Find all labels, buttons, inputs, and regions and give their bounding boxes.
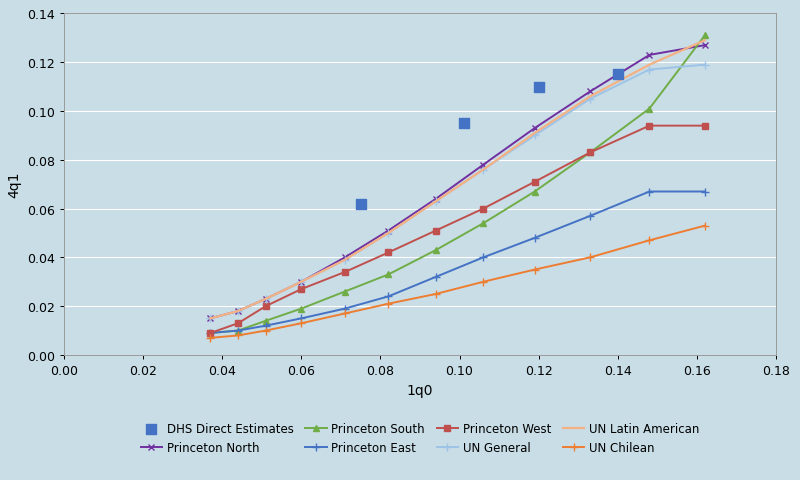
Princeton East: [261, 323, 270, 329]
Princeton South: [206, 330, 215, 336]
Princeton East: [478, 255, 488, 261]
Princeton West: [530, 180, 539, 185]
Line: Princeton North: Princeton North: [207, 43, 708, 322]
UN Chilean: [297, 321, 306, 326]
UN General: [206, 316, 215, 322]
UN General: [645, 68, 654, 73]
UN Latin American: [645, 63, 654, 69]
Princeton North: [383, 228, 393, 234]
Princeton West: [700, 123, 710, 129]
Princeton South: [478, 221, 488, 227]
Princeton South: [530, 189, 539, 195]
Princeton East: [645, 189, 654, 195]
DHS Direct Estimates: [354, 201, 367, 208]
UN Chilean: [431, 291, 441, 297]
Line: UN General: UN General: [206, 61, 709, 323]
UN Chilean: [586, 255, 595, 261]
UN Latin American: [206, 316, 215, 322]
Princeton South: [383, 272, 393, 278]
Princeton East: [297, 316, 306, 322]
UN Latin American: [431, 199, 441, 205]
Princeton North: [431, 196, 441, 202]
Princeton East: [234, 328, 243, 334]
Princeton East: [431, 275, 441, 280]
Princeton South: [340, 289, 350, 295]
UN Chilean: [700, 223, 710, 229]
Princeton North: [478, 162, 488, 168]
UN Chilean: [645, 238, 654, 244]
Line: Princeton East: Princeton East: [206, 188, 709, 337]
Princeton North: [530, 126, 539, 132]
Princeton West: [586, 150, 595, 156]
UN General: [478, 168, 488, 173]
UN Latin American: [297, 279, 306, 285]
Princeton East: [383, 294, 393, 300]
Princeton West: [297, 287, 306, 292]
Princeton North: [206, 316, 215, 322]
Princeton West: [431, 228, 441, 234]
Princeton West: [645, 123, 654, 129]
UN General: [700, 63, 710, 69]
UN General: [586, 97, 595, 103]
Princeton South: [586, 150, 595, 156]
UN Chilean: [478, 279, 488, 285]
Line: UN Chilean: UN Chilean: [206, 222, 709, 342]
UN General: [340, 257, 350, 263]
UN Chilean: [340, 311, 350, 317]
Princeton East: [700, 189, 710, 195]
UN Chilean: [261, 328, 270, 334]
DHS Direct Estimates: [532, 84, 545, 91]
Princeton South: [431, 248, 441, 253]
Princeton East: [340, 306, 350, 312]
X-axis label: 1q0: 1q0: [406, 383, 434, 396]
UN Chilean: [206, 335, 215, 341]
Princeton East: [530, 236, 539, 241]
UN Chilean: [383, 301, 393, 307]
Line: UN Latin American: UN Latin American: [210, 41, 705, 319]
Princeton North: [700, 43, 710, 49]
UN General: [261, 296, 270, 302]
Y-axis label: 4q1: 4q1: [7, 171, 22, 198]
UN Latin American: [586, 94, 595, 100]
UN Chilean: [234, 333, 243, 338]
UN General: [297, 279, 306, 285]
Legend: DHS Direct Estimates, Princeton North, Princeton South, Princeton East, Princeto: DHS Direct Estimates, Princeton North, P…: [141, 422, 699, 454]
Princeton East: [586, 214, 595, 219]
UN General: [431, 199, 441, 205]
Princeton West: [206, 330, 215, 336]
UN Latin American: [234, 309, 243, 314]
DHS Direct Estimates: [457, 120, 470, 128]
Princeton West: [261, 304, 270, 310]
Princeton West: [340, 270, 350, 276]
UN Latin American: [383, 230, 393, 236]
Princeton North: [645, 53, 654, 59]
UN Latin American: [340, 257, 350, 263]
Princeton North: [234, 309, 243, 314]
Princeton South: [261, 318, 270, 324]
Line: Princeton West: Princeton West: [207, 124, 707, 336]
UN General: [383, 230, 393, 236]
UN General: [234, 309, 243, 314]
Princeton South: [700, 34, 710, 39]
Princeton East: [206, 330, 215, 336]
UN Latin American: [478, 168, 488, 173]
DHS Direct Estimates: [611, 72, 624, 79]
Princeton North: [261, 296, 270, 302]
Princeton South: [297, 306, 306, 312]
UN Latin American: [700, 38, 710, 44]
Princeton North: [297, 279, 306, 285]
UN Chilean: [530, 267, 539, 273]
Princeton North: [340, 255, 350, 261]
Princeton South: [234, 328, 243, 334]
Princeton North: [586, 89, 595, 95]
Princeton South: [645, 107, 654, 112]
Princeton West: [383, 250, 393, 256]
UN Latin American: [261, 296, 270, 302]
Princeton West: [234, 321, 243, 326]
Line: Princeton South: Princeton South: [207, 33, 708, 337]
Princeton West: [478, 206, 488, 212]
UN Latin American: [530, 131, 539, 137]
UN General: [530, 133, 539, 139]
